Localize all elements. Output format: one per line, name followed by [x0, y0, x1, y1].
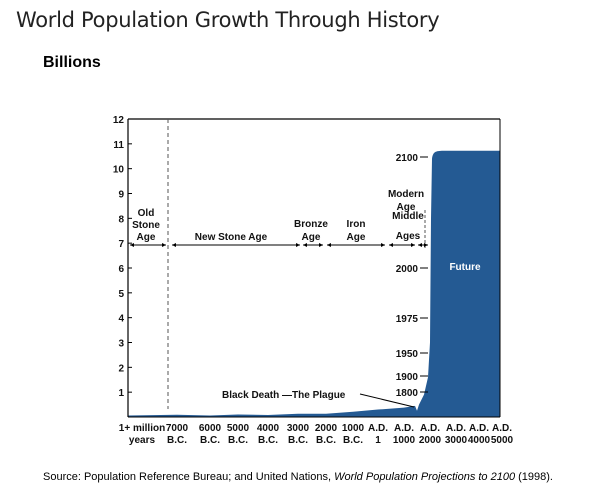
x-tick-label: 6000: [199, 423, 222, 434]
source-italic: World Population Projections to 2100: [334, 471, 516, 483]
era-label-bronze-age: Age: [302, 232, 321, 243]
year-marker-label: 1975: [396, 314, 419, 325]
year-marker-label: 1950: [396, 349, 419, 360]
page-title: World Population Growth Through History: [16, 8, 440, 32]
y-tick-label: 7: [118, 239, 124, 250]
x-tick-label: B.C.: [167, 435, 187, 446]
x-tick-label: A.D.: [394, 423, 414, 434]
year-marker-label: 1900: [396, 372, 419, 383]
era-label-new-stone-age: New Stone Age: [195, 232, 268, 243]
y-tick-label: 12: [113, 115, 125, 126]
year-marker-label: 1800: [396, 388, 419, 399]
era-label-modern-age: Modern: [388, 189, 424, 200]
x-tick-label: 7000: [166, 423, 189, 434]
y-tick-label: 9: [118, 190, 124, 201]
x-tick-label: B.C.: [258, 435, 278, 446]
era-label-modern-age: Age: [397, 202, 416, 213]
year-marker-label: 2000: [396, 264, 419, 275]
future-label: Future: [449, 262, 481, 273]
x-tick-label: years: [129, 435, 156, 446]
source-note: Source: Population Reference Bureau; and…: [43, 471, 553, 483]
plague-annotation: Black Death —The Plague: [222, 390, 346, 401]
y-tick-label: 11: [113, 140, 124, 151]
year-marker-label: 2100: [396, 153, 419, 164]
y-tick-label: 3: [118, 339, 124, 350]
source-prefix: Source: Population Reference Bureau; and…: [43, 471, 335, 483]
x-tick-label: 4000: [257, 423, 280, 434]
x-tick-label: A.D.: [368, 423, 388, 434]
population-area: [128, 150, 500, 417]
era-label-iron-age: Iron: [347, 219, 366, 230]
y-tick-label: 10: [113, 165, 125, 176]
x-tick-label: 1000: [393, 435, 416, 446]
x-tick-label: 2000: [419, 435, 442, 446]
x-tick-label: 3000: [287, 423, 310, 434]
x-tick-label: 5000: [491, 435, 514, 446]
x-tick-label: A.D.: [492, 423, 512, 434]
x-tick-label: A.D.: [446, 423, 466, 434]
chart-subtitle: Billions: [43, 54, 101, 71]
x-tick-label: 1+ million: [119, 423, 165, 434]
y-tick-label: 4: [118, 314, 124, 325]
arrow-head: [418, 243, 428, 247]
x-tick-label: 5000: [227, 423, 250, 434]
x-tick-label: B.C.: [288, 435, 308, 446]
y-tick-label: 2: [118, 363, 124, 374]
era-label-bronze-age: Bronze: [294, 219, 328, 230]
arrow-head: [130, 243, 166, 247]
x-tick-label: 3000: [445, 435, 468, 446]
era-label-iron-age: Age: [347, 232, 366, 243]
x-tick-label: 1: [375, 435, 381, 446]
era-label-middle-ages: Middle: [392, 211, 424, 222]
source-suffix: (1998).: [515, 471, 553, 483]
x-tick-label: 4000: [468, 435, 491, 446]
x-tick-label: B.C.: [316, 435, 336, 446]
x-tick-label: A.D.: [469, 423, 489, 434]
x-tick-label: B.C.: [200, 435, 220, 446]
x-tick-label: 2000: [315, 423, 338, 434]
x-tick-label: B.C.: [343, 435, 363, 446]
era-label-middle-ages: Ages: [396, 231, 421, 242]
x-tick-label: 1000: [342, 423, 365, 434]
era-label-old-stone-age: Age: [137, 232, 156, 243]
plague-leader-line: [359, 393, 415, 408]
x-tick-label: A.D.: [420, 423, 440, 434]
arrow-head: [303, 243, 323, 247]
y-tick-label: 1: [118, 388, 124, 399]
x-tick-label: B.C.: [228, 435, 248, 446]
era-label-old-stone-age: Old: [138, 208, 155, 219]
y-tick-label: 6: [118, 264, 124, 275]
era-label-old-stone-age: Stone: [132, 220, 160, 231]
y-tick-label: 5: [118, 289, 124, 300]
y-tick-label: 8: [118, 214, 124, 225]
